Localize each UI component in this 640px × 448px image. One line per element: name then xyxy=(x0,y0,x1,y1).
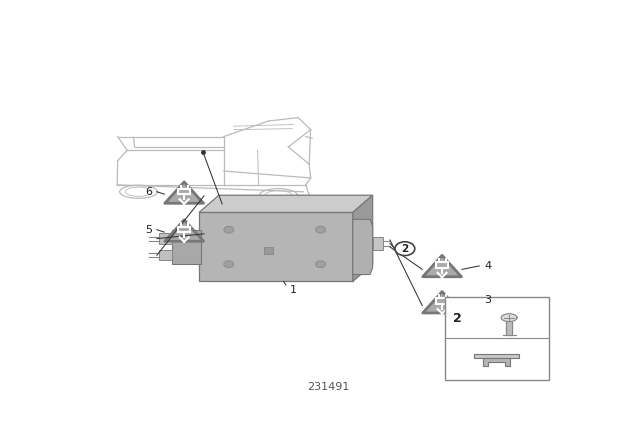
Text: 2: 2 xyxy=(454,312,462,325)
Polygon shape xyxy=(423,255,461,277)
Bar xyxy=(445,297,548,380)
Polygon shape xyxy=(165,220,204,241)
Polygon shape xyxy=(159,233,172,244)
Circle shape xyxy=(316,226,326,233)
Bar xyxy=(264,247,273,254)
Polygon shape xyxy=(159,250,172,260)
Polygon shape xyxy=(423,292,461,313)
Polygon shape xyxy=(353,195,372,281)
Circle shape xyxy=(224,226,234,233)
Text: 4: 4 xyxy=(484,261,492,271)
Text: 5: 5 xyxy=(145,225,152,235)
Text: 3: 3 xyxy=(484,295,492,306)
Bar xyxy=(474,354,519,358)
Circle shape xyxy=(224,261,234,267)
Polygon shape xyxy=(199,212,353,281)
Text: 2: 2 xyxy=(401,244,408,254)
Bar xyxy=(372,237,383,250)
Polygon shape xyxy=(353,220,372,275)
Circle shape xyxy=(316,261,326,267)
Polygon shape xyxy=(165,182,204,203)
Circle shape xyxy=(395,242,415,255)
Text: 1: 1 xyxy=(290,285,297,295)
Polygon shape xyxy=(172,230,200,264)
Polygon shape xyxy=(501,314,517,322)
Polygon shape xyxy=(199,195,372,212)
Polygon shape xyxy=(483,358,510,366)
Text: 6: 6 xyxy=(145,187,152,197)
Text: 231491: 231491 xyxy=(307,382,349,392)
